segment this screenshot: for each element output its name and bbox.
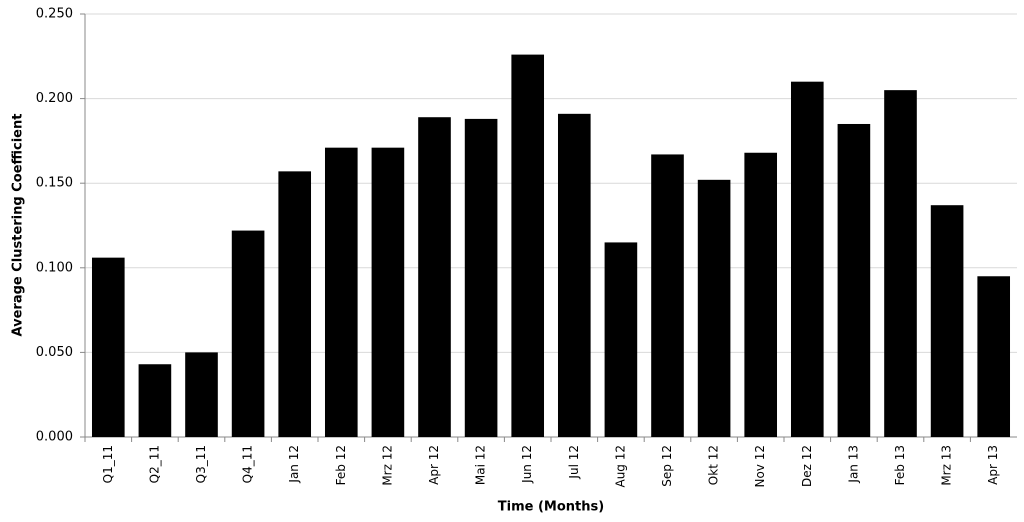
x-tick-label: Mai 12 — [474, 445, 488, 485]
y-axis-title: Average Clustering Coefficient — [11, 114, 26, 337]
x-tick-label: Nov 12 — [753, 445, 767, 488]
x-tick-label: Okt 12 — [707, 445, 721, 485]
bar — [464, 118, 498, 438]
x-tick-label: Q1_11 — [101, 445, 115, 483]
bar — [418, 117, 451, 437]
bar — [138, 364, 172, 437]
bar — [697, 179, 731, 438]
y-tick-label: 0.200 — [36, 91, 73, 106]
y-tick-label: 0.150 — [36, 176, 73, 191]
y-tick-label: 0.050 — [36, 345, 73, 360]
bar — [837, 123, 871, 437]
bar — [231, 230, 265, 437]
bar — [604, 242, 638, 437]
x-tick-label: Q4_11 — [241, 445, 255, 483]
bar — [744, 152, 778, 437]
bar — [557, 113, 591, 437]
x-tick-label: Mrz 12 — [380, 445, 394, 486]
x-axis-title: Time (Months) — [498, 500, 604, 515]
bar — [371, 147, 405, 437]
bar — [278, 171, 312, 437]
x-tick-label: Aug 12 — [613, 445, 627, 488]
x-tick-label: Feb 13 — [893, 445, 907, 485]
x-tick-label: Feb 12 — [334, 445, 348, 485]
bar — [790, 81, 824, 438]
bar — [930, 205, 964, 437]
x-tick-label: Jul 12 — [567, 445, 581, 480]
bar — [185, 352, 218, 437]
bar — [884, 90, 917, 437]
x-tick-label: Apr 12 — [427, 445, 441, 485]
y-tick-label: 0.250 — [36, 7, 73, 22]
y-tick-label: 0.000 — [36, 430, 73, 445]
x-tick-label: Jan 12 — [287, 445, 301, 484]
bar — [977, 276, 1011, 437]
x-tick-label: Jun 12 — [520, 445, 534, 484]
x-tick-label: Jan 13 — [846, 445, 860, 484]
x-tick-label: Mrz 13 — [940, 445, 954, 486]
bar — [511, 54, 545, 437]
bar — [91, 257, 125, 437]
x-tick-label: Q3_11 — [194, 445, 208, 483]
x-tick-label: Sep 12 — [660, 445, 674, 487]
bar — [324, 147, 358, 437]
bar — [651, 154, 684, 437]
x-tick-label: Apr 13 — [986, 445, 1000, 485]
x-tick-label: Q2_11 — [147, 445, 161, 483]
y-tick-label: 0.100 — [36, 260, 73, 275]
x-tick-label: Dez 12 — [800, 445, 814, 487]
